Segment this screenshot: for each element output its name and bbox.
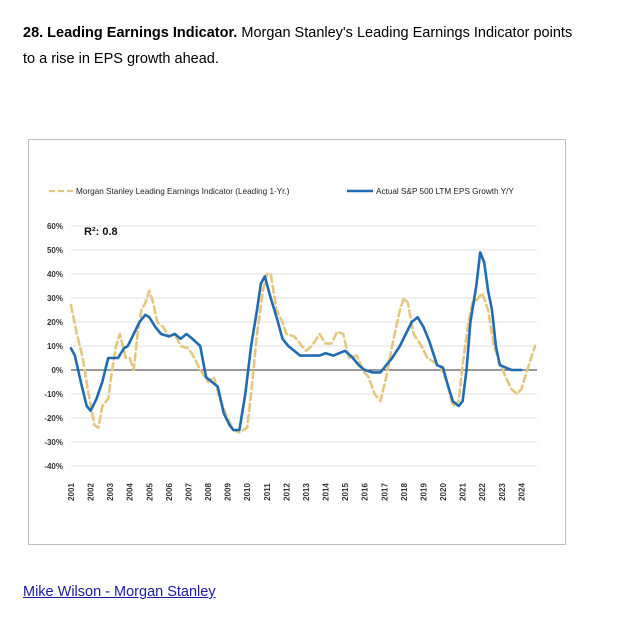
y-tick-label: 60%: [47, 222, 63, 231]
x-tick-label: 2003: [106, 483, 115, 501]
x-tick-label: 2005: [145, 483, 154, 501]
y-tick-label: 40%: [47, 270, 63, 279]
x-tick-label: 2009: [224, 483, 233, 501]
x-tick-label: 2006: [165, 483, 174, 501]
legend-label-leading-indicator: Morgan Stanley Leading Earnings Indicato…: [76, 187, 290, 196]
y-tick-label: -30%: [44, 438, 63, 447]
x-tick-label: 2023: [498, 483, 507, 501]
y-tick-label: -10%: [44, 390, 63, 399]
x-tick-label: 2019: [419, 483, 428, 501]
x-tick-label: 2010: [243, 483, 252, 501]
x-tick-label: 2011: [263, 483, 272, 501]
x-tick-label: 2015: [341, 483, 350, 501]
x-tick-label: 2022: [478, 483, 487, 501]
x-tick-label: 2007: [184, 483, 193, 501]
x-tick-label: 2016: [361, 483, 370, 501]
y-tick-label: 20%: [47, 318, 63, 327]
x-tick-label: 2008: [204, 483, 213, 501]
y-tick-label: 50%: [47, 246, 63, 255]
y-tick-label: 0%: [51, 366, 63, 375]
source-link[interactable]: Mike Wilson - Morgan Stanley: [23, 584, 216, 600]
chart-frame: 60% 50% 40% 30% 20% 10% 0% -10% -20% -30% -40% 2001…: [28, 139, 566, 545]
y-tick-label: -20%: [44, 414, 63, 423]
y-tick-label: 30%: [47, 294, 63, 303]
eps-chart: 60% 50% 40% 30% 20% 10% 0% -10% -20% -30% -40% 2001…: [44, 187, 537, 501]
x-tick-label: 2017: [380, 483, 389, 501]
y-tick-label: -40%: [44, 462, 63, 471]
x-tick-label: 2001: [67, 483, 76, 501]
caption-text: Morgan Stanley's Leading Earnings Indica…: [23, 25, 573, 67]
x-tick-label: 2014: [322, 483, 331, 501]
x-tick-label: 2024: [517, 483, 526, 501]
series-line-leading-indicator: [69, 272, 537, 434]
series-line-actual-eps: [69, 251, 523, 432]
x-tick-label: 2004: [126, 483, 135, 501]
figure-caption: 28. Leading Earnings Indicator. Morgan S…: [23, 20, 583, 72]
caption-title: 28. Leading Earnings Indicator.: [23, 25, 238, 41]
x-tick-label: 2013: [302, 483, 311, 501]
legend-label-actual-eps: Actual S&P 500 LTM EPS Growth Y/Y: [376, 187, 514, 196]
x-tick-label: 2002: [87, 483, 96, 501]
r-squared-annotation: R²: 0.8: [84, 226, 118, 238]
x-tick-label: 2020: [439, 483, 448, 501]
x-tick-label: 2021: [459, 483, 468, 501]
x-tick-label: 2012: [282, 483, 291, 501]
y-tick-label: 10%: [47, 342, 63, 351]
x-tick-label: 2018: [400, 483, 409, 501]
